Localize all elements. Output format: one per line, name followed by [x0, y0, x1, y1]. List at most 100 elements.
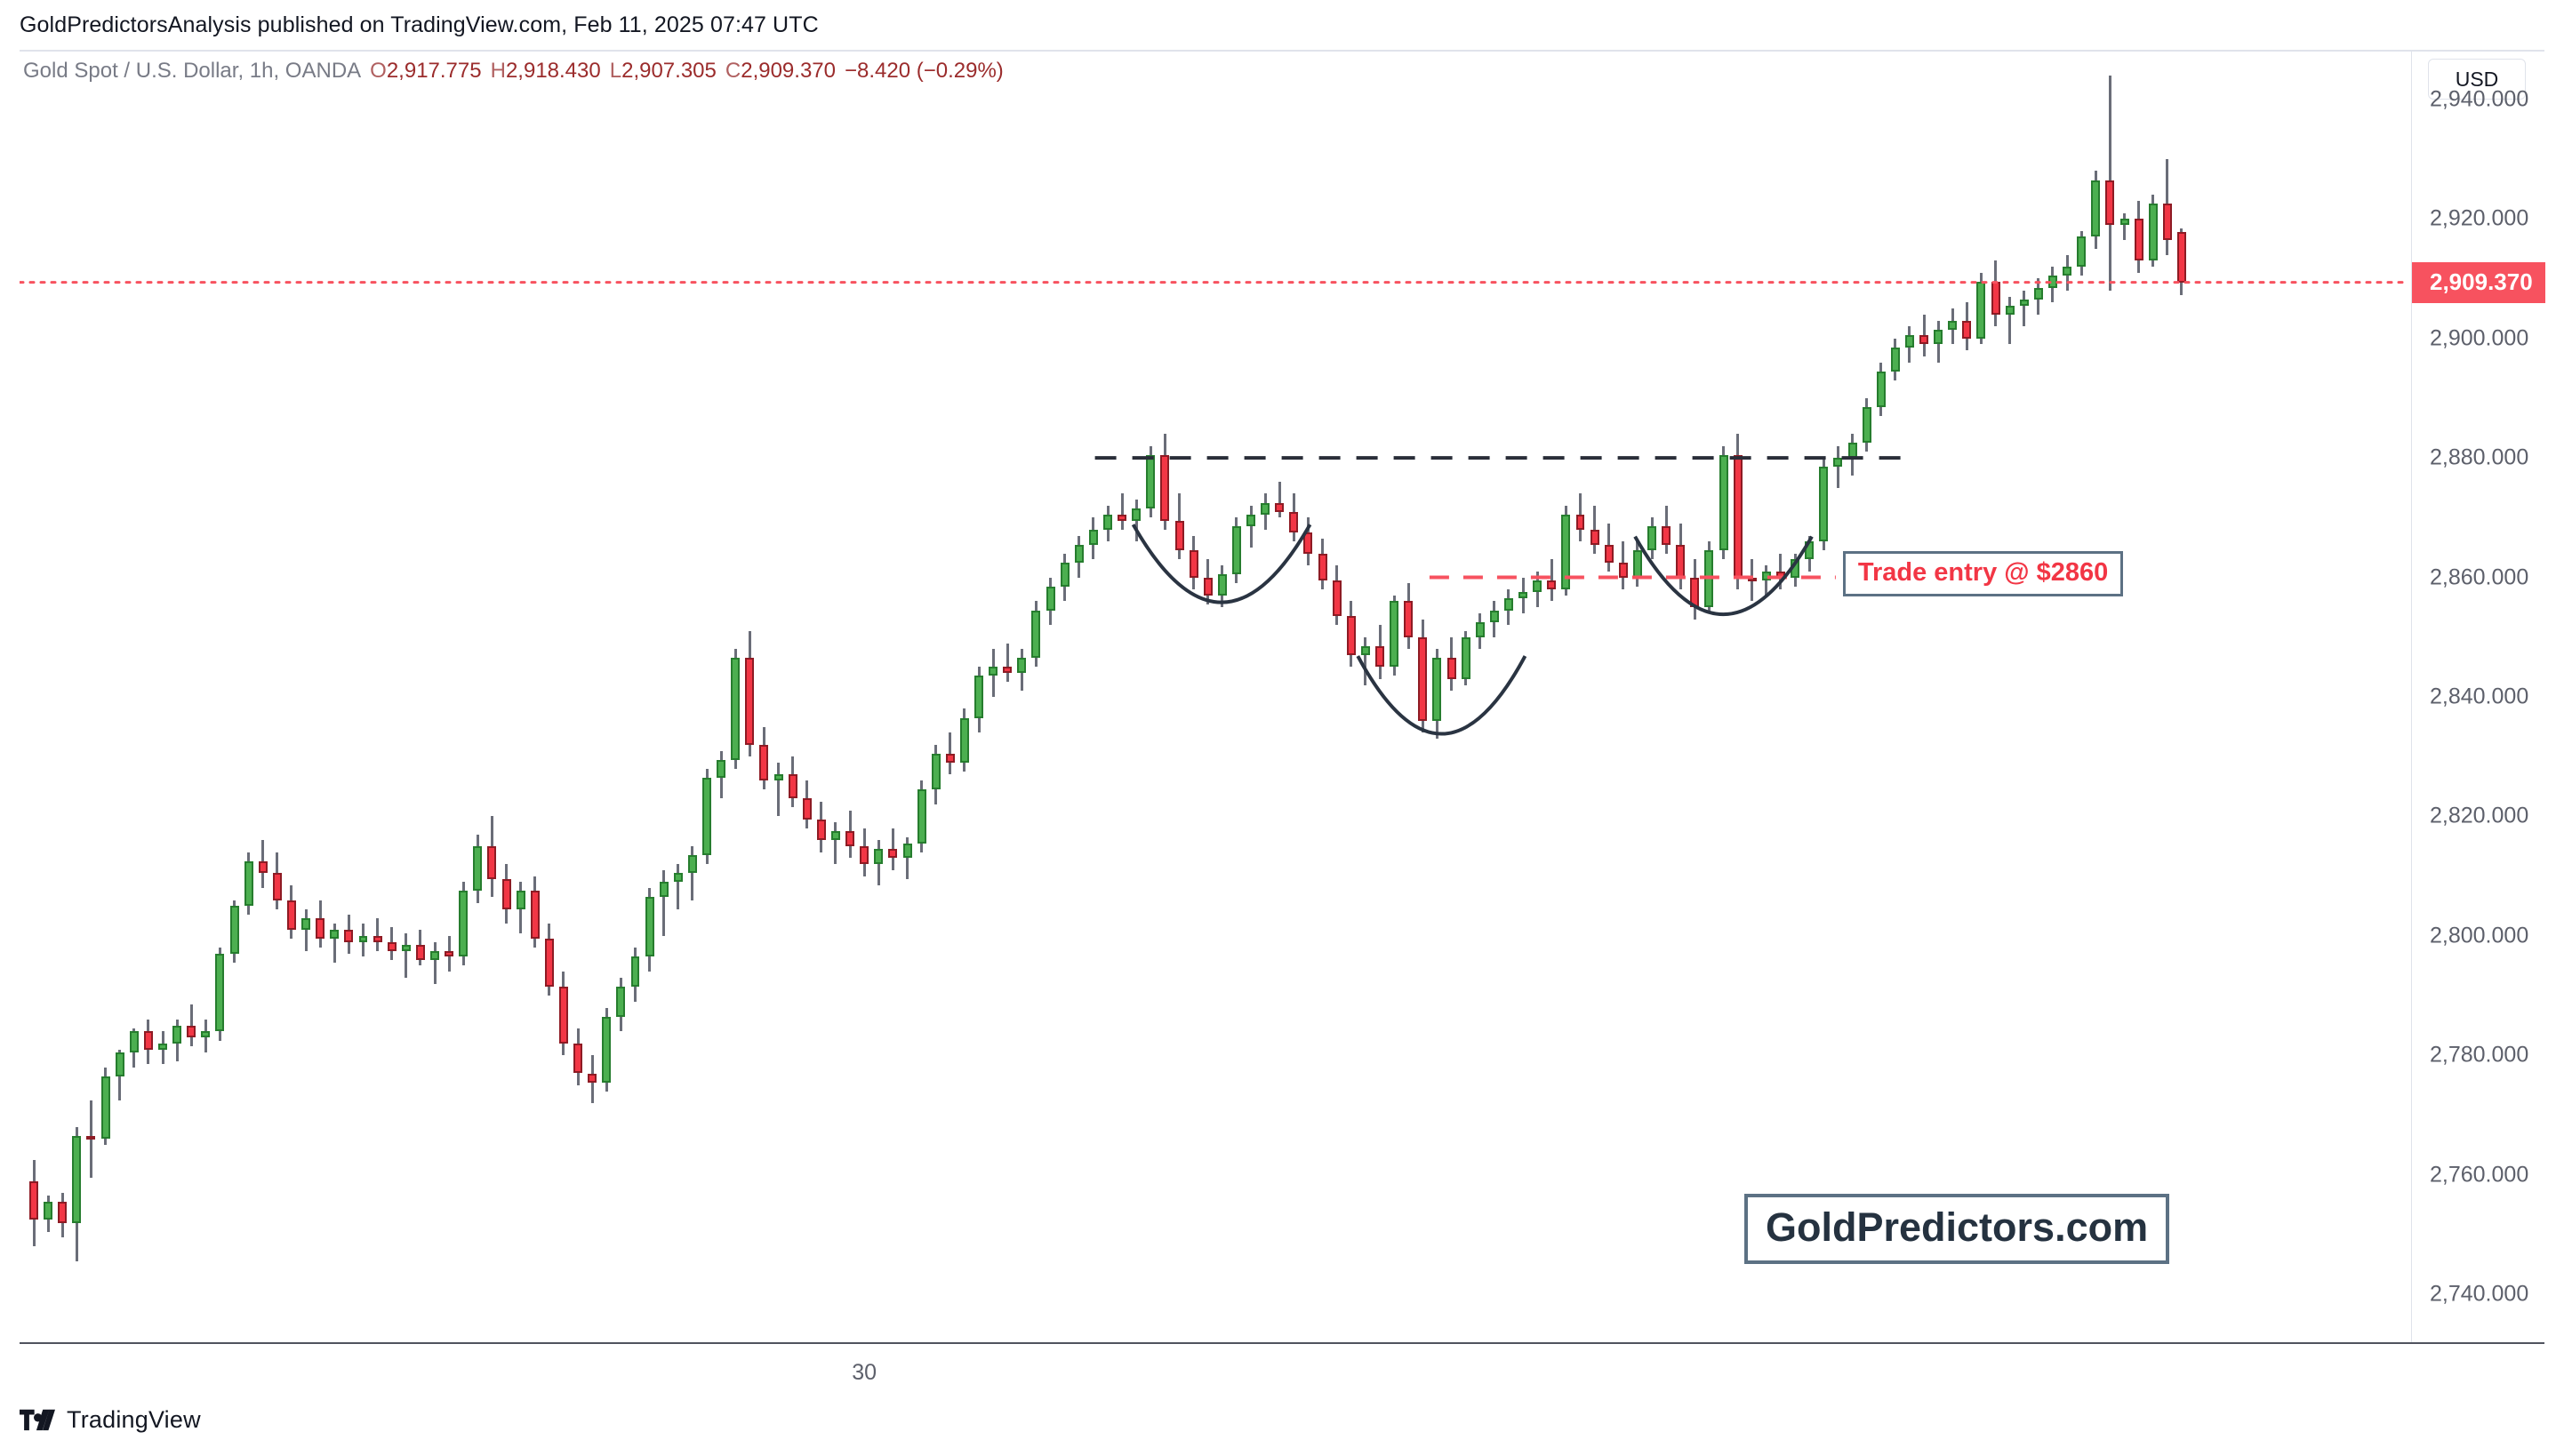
- price-tick: 2,920.000: [2430, 205, 2529, 231]
- candle-body: [945, 753, 955, 763]
- published-header: GoldPredictorsAnalysis published on Trad…: [0, 0, 2564, 50]
- candle-body: [558, 987, 568, 1044]
- candle-body: [1518, 592, 1528, 599]
- candle-body: [2091, 180, 2101, 237]
- candle-body: [830, 831, 840, 841]
- chart-frame: [20, 50, 2544, 1392]
- current-price-badge: 2,909.370: [2412, 261, 2545, 303]
- candle-wick: [1765, 565, 1768, 596]
- candle-body: [2033, 287, 2043, 300]
- candle-body: [1833, 458, 1843, 468]
- candle-body: [1046, 586, 1055, 611]
- tradingview-logo-icon: [20, 1409, 55, 1430]
- candle-body: [344, 930, 354, 942]
- site-watermark-text: GoldPredictors.com: [1766, 1204, 2149, 1250]
- candle-body: [1031, 610, 1041, 659]
- candle-body: [1261, 502, 1270, 515]
- candle-body: [1418, 636, 1428, 721]
- candle-wick: [1364, 636, 1367, 685]
- chart-plot-area[interactable]: Trade entry @ $2860 GoldPredictors.com: [20, 52, 2409, 1342]
- candle-body: [802, 798, 812, 820]
- currency-label: USD: [2455, 67, 2499, 91]
- candle-wick: [1779, 553, 1783, 589]
- candle-body: [387, 941, 397, 951]
- candle-body: [573, 1043, 583, 1074]
- price-scale[interactable]: USD 2,940.000 2,920.000 2,900.000 2,880.000…: [2411, 52, 2545, 1342]
- candle-body: [330, 930, 340, 940]
- candle-body: [445, 950, 454, 957]
- candle-body: [1174, 520, 1184, 551]
- candle-body: [917, 789, 926, 844]
- candle-body: [1404, 601, 1414, 637]
- candle-wick: [777, 762, 781, 817]
- candle-body: [286, 900, 296, 931]
- candle-body: [1189, 550, 1198, 578]
- price-tick: 2,940.000: [2430, 86, 2529, 112]
- candle-wick: [1550, 559, 1553, 602]
- candle-body: [989, 667, 998, 676]
- candle-wick: [691, 846, 694, 900]
- footer-brand: TradingView: [67, 1406, 201, 1433]
- candle-body: [1890, 347, 1900, 372]
- candle-wick: [333, 924, 336, 964]
- candle-body: [1919, 335, 1929, 345]
- candle-body: [1088, 529, 1098, 545]
- candle-body: [1017, 658, 1027, 674]
- candle-wick: [189, 1004, 193, 1047]
- candle-body: [143, 1031, 153, 1050]
- candle-body: [1618, 562, 1628, 578]
- candle-body: [2119, 219, 2129, 225]
- candle-body: [1962, 320, 1972, 339]
- candle-body: [1604, 544, 1614, 563]
- candle-body: [1533, 580, 1542, 593]
- candle-body: [1146, 454, 1156, 509]
- candle-body: [2148, 204, 2158, 261]
- candle-body: [129, 1031, 139, 1052]
- candle-body: [616, 987, 626, 1017]
- candle-body: [1289, 511, 1299, 533]
- candle-body: [1547, 580, 1557, 589]
- candle-body: [731, 658, 741, 760]
- candle-body: [201, 1031, 211, 1038]
- candle-body: [1246, 514, 1256, 527]
- candle-body: [1489, 610, 1499, 622]
- candle-body: [415, 944, 425, 960]
- candle-body: [1719, 454, 1728, 551]
- candle-body: [1332, 580, 1342, 617]
- candle-body: [1862, 406, 1871, 444]
- time-scale[interactable]: 3031Feb4567101112: [20, 1342, 2544, 1397]
- candle-body: [172, 1025, 182, 1044]
- candle-body: [1590, 529, 1599, 545]
- candle-wick: [834, 822, 837, 865]
- candle-body: [2134, 219, 2143, 261]
- candle-wick: [906, 836, 909, 880]
- candle-wick: [405, 932, 408, 978]
- candle-body: [687, 855, 697, 874]
- candle-body: [1375, 645, 1384, 668]
- site-watermark: GoldPredictors.com: [1744, 1194, 2170, 1264]
- candle-body: [1003, 667, 1013, 674]
- candle-body: [44, 1202, 53, 1220]
- arc-head-arc: [1356, 655, 1527, 736]
- candle-body: [2005, 305, 2015, 315]
- candle-body: [874, 849, 884, 865]
- candle-body: [745, 658, 755, 745]
- candle-body: [2019, 299, 2029, 306]
- candle-body: [1876, 371, 1886, 407]
- footer: TradingView: [20, 1406, 201, 1434]
- price-tick: 2,800.000: [2430, 923, 2529, 948]
- candle-body: [86, 1136, 96, 1140]
- candle-body: [1217, 574, 1227, 596]
- candle-body: [1231, 526, 1241, 575]
- candle-wick: [1278, 482, 1281, 518]
- currency-box[interactable]: USD: [2428, 59, 2526, 100]
- candle-body: [588, 1073, 597, 1083]
- candle-body: [1318, 553, 1327, 580]
- candle-body: [1446, 658, 1456, 679]
- candle-body: [544, 939, 554, 988]
- candle-body: [931, 753, 941, 790]
- current-price-value: 2,909.370: [2430, 268, 2533, 296]
- candle-body: [860, 846, 869, 865]
- candle-body: [1934, 329, 1943, 345]
- candle-body: [759, 744, 769, 781]
